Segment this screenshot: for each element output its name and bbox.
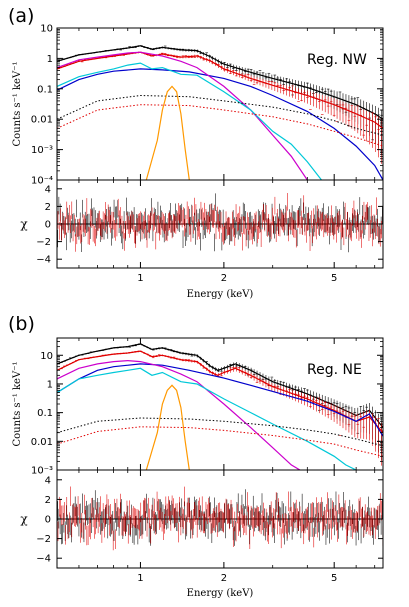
panel-label: (b): [8, 313, 35, 335]
y-tick-label: 0.1: [37, 408, 53, 419]
y-axis-label: Counts s⁻¹ keV⁻¹: [12, 62, 23, 147]
chart-panel-a: (a) Reg. NW 10 1 0.1 0.01 10⁻³ 10⁻⁴4 2 0 −2 −4 1 2 5 En…: [8, 5, 384, 300]
residual-plot: [57, 486, 383, 551]
x-tick-label: 2: [221, 573, 227, 584]
resid-tick-label: −4: [36, 255, 51, 266]
series-line-5: [57, 94, 383, 136]
residual-plot: [57, 193, 383, 253]
series-line-3: [57, 51, 308, 180]
x-axis-label: Energy (keV): [187, 588, 254, 599]
spectrum-plot: [57, 45, 383, 180]
y-tick-label: 1: [47, 379, 53, 390]
series-line-6: [57, 104, 383, 147]
panel-label: (a): [8, 5, 34, 27]
y-tick-label: 10⁻⁴: [31, 176, 53, 187]
x-tick-label: 1: [137, 573, 143, 584]
series-line-2: [57, 68, 383, 180]
region-label: Reg. NE: [307, 362, 362, 378]
x-tick-label: 5: [331, 273, 337, 284]
x-tick-label: 2: [221, 273, 227, 284]
resid-tick-label: 4: [45, 475, 51, 486]
resid-tick-label: 0: [45, 220, 51, 231]
y-tick-label: 0.01: [31, 115, 53, 126]
resid-tick-label: −2: [36, 534, 51, 545]
y-tick-label: 1: [47, 54, 53, 65]
series-line-4: [57, 367, 357, 470]
series-line-6: [57, 426, 383, 457]
y-tick-label: 10⁻³: [31, 466, 53, 477]
resid-axis-label: χ: [20, 512, 28, 526]
series-line-7: [145, 384, 190, 470]
x-tick-label: 5: [331, 573, 337, 584]
series-line-7: [145, 85, 190, 180]
y-tick-label: 10: [40, 24, 53, 35]
resid-tick-label: 2: [45, 202, 51, 213]
series-line-3: [57, 359, 302, 470]
resid-tick-label: −4: [36, 554, 51, 565]
x-tick-label: 1: [137, 273, 143, 284]
resid-tick-label: 4: [45, 184, 51, 195]
resid-tick-label: 2: [45, 495, 51, 506]
region-label: Reg. NW: [307, 52, 367, 68]
resid-axis-label: χ: [20, 217, 28, 231]
series-line-4: [57, 62, 322, 180]
y-tick-label: 0.1: [37, 84, 53, 95]
y-tick-label: 10: [40, 351, 53, 362]
y-tick-label: 10⁻³: [31, 145, 53, 156]
resid-tick-label: 0: [45, 515, 51, 526]
y-axis-label: Counts s⁻¹ keV⁻¹: [12, 362, 23, 447]
series-line-2: [57, 363, 383, 437]
resid-tick-label: −2: [36, 237, 51, 248]
y-tick-label: 0.01: [31, 437, 53, 448]
x-axis-label: Energy (keV): [187, 289, 254, 300]
series-line-5: [57, 417, 383, 447]
chart-panel-b: (b) Reg. NE 10 1 0.1 0.01 10⁻³4 2 0 −2 −4 1 2 5 Energy…: [8, 313, 384, 599]
